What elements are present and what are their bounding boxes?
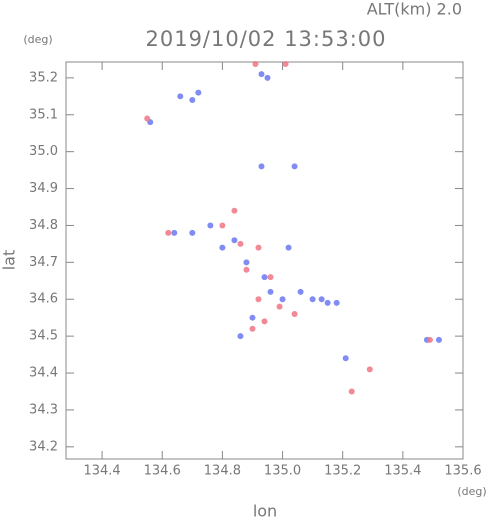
plot-frame: [65, 61, 464, 460]
echo-point: [255, 296, 262, 303]
y-tick-label: 34.6: [29, 292, 58, 307]
echo-point: [276, 303, 283, 310]
y-tick-label: 34.2: [29, 439, 58, 454]
echo-point: [291, 163, 298, 170]
echo-point: [324, 299, 331, 306]
echo-point: [255, 244, 262, 251]
echo-point: [249, 314, 256, 321]
echo-point: [144, 115, 151, 122]
echo-point: [231, 237, 238, 244]
y-tick-label: 34.9: [29, 181, 58, 196]
echo-point: [243, 266, 250, 273]
echo-point: [189, 229, 196, 236]
echo-point: [348, 388, 355, 395]
echo-point: [279, 296, 286, 303]
x-tick-label: 135.4: [384, 464, 421, 479]
y-unit: (deg): [23, 33, 52, 46]
echo-point: [195, 89, 202, 96]
y-tick-label: 34.3: [29, 402, 58, 417]
echo-point: [237, 240, 244, 247]
x-tick-label: 135.6: [444, 464, 481, 479]
y-axis-title: lat: [0, 250, 19, 271]
echo-point: [318, 296, 325, 303]
echo-point: [243, 259, 250, 266]
chart-title: 2019/10/02 13:53:00: [145, 27, 386, 51]
echo-point: [297, 288, 304, 295]
echo-point: [267, 288, 274, 295]
y-tick-label: 35.2: [29, 70, 58, 85]
echo-point: [189, 97, 196, 104]
echo-point: [258, 71, 265, 78]
echo-point: [366, 366, 373, 373]
y-tick-label: 34.5: [29, 329, 58, 344]
echo-point: [309, 296, 316, 303]
y-tick-label: 35.0: [29, 144, 58, 159]
echo-point: [219, 244, 226, 251]
altitude-label: ALT(km) 2.0: [367, 0, 462, 19]
x-tick-label: 134.4: [83, 464, 120, 479]
echo-point: [264, 74, 271, 81]
echo-point: [333, 299, 340, 306]
echo-point: [177, 93, 184, 100]
x-tick-label: 135.0: [264, 464, 301, 479]
y-tick-label: 35.1: [29, 107, 58, 122]
y-tick-label: 34.8: [29, 218, 58, 233]
echo-point: [252, 61, 259, 67]
echo-point: [249, 325, 256, 332]
y-tick-label: 34.4: [29, 366, 58, 381]
echo-point: [285, 244, 292, 251]
echo-point: [342, 355, 349, 362]
echo-point: [165, 229, 172, 236]
x-tick-label: 135.2: [324, 464, 361, 479]
echo-point: [231, 207, 238, 214]
echo-point: [219, 222, 226, 229]
x-unit: (deg): [457, 485, 486, 498]
x-tick-label: 134.8: [204, 464, 241, 479]
echo-point: [207, 222, 214, 229]
echo-point: [171, 229, 178, 236]
echo-point: [426, 336, 433, 343]
echo-point: [291, 310, 298, 317]
echo-point: [267, 274, 274, 281]
x-tick-label: 134.6: [144, 464, 181, 479]
echo-point: [237, 333, 244, 340]
y-tick-label: 34.7: [29, 255, 58, 270]
x-axis-title: lon: [253, 502, 277, 521]
echo-point: [261, 274, 268, 281]
echo-point: [261, 318, 268, 325]
echo-point: [435, 336, 442, 343]
echo-point: [282, 61, 289, 67]
echo-point: [258, 163, 265, 170]
